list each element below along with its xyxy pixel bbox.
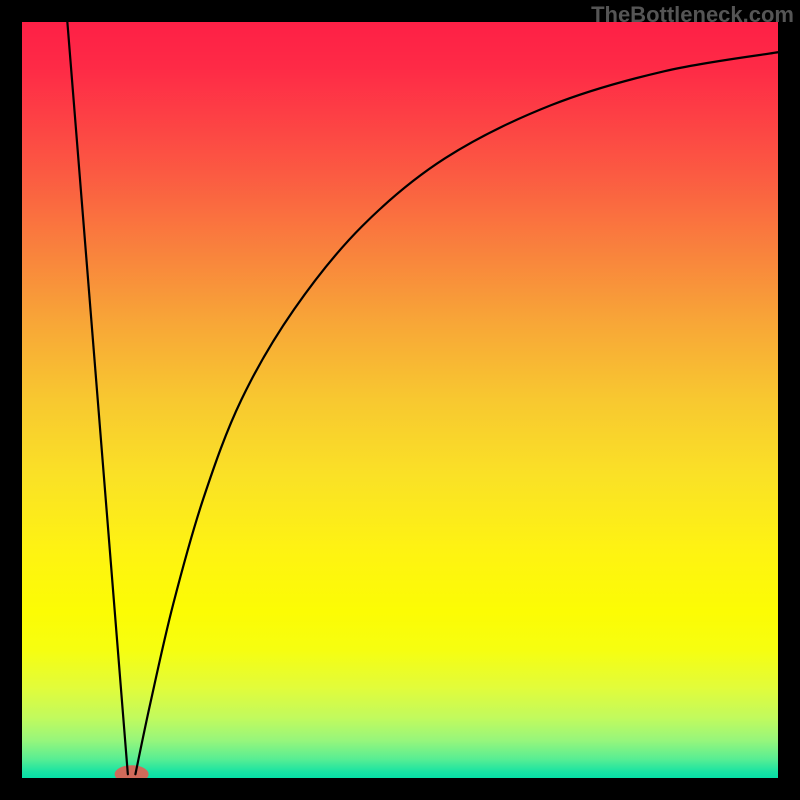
bottleneck-chart xyxy=(0,0,800,800)
watermark-text: TheBottleneck.com xyxy=(591,2,794,28)
chart-container: TheBottleneck.com xyxy=(0,0,800,800)
chart-background-gradient xyxy=(22,22,778,778)
